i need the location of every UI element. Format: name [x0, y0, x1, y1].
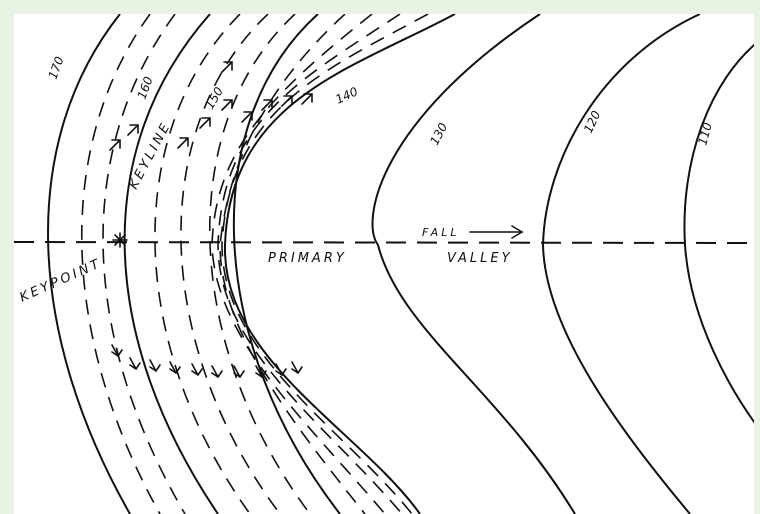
primary-valley-line: [14, 241, 754, 244]
contour-150: [232, 14, 341, 514]
contour-120: [541, 14, 701, 514]
contour-label-160: 160: [135, 74, 156, 101]
primary-label: PRIMARY: [268, 251, 347, 266]
keypoint-label: KEYPOINT: [18, 256, 105, 306]
contour-140: [223, 14, 456, 514]
valley-label: VALLEY: [447, 251, 513, 266]
contour-160: [123, 14, 219, 514]
contour-130: [371, 14, 576, 514]
flow-arrows-upper: [109, 61, 313, 151]
fall-arrow-icon: [469, 225, 524, 239]
contour-label-130: 130: [427, 120, 450, 147]
keypoint-star-icon: [112, 232, 128, 248]
top-margin: [0, 0, 760, 14]
flow-arrows-lower: [111, 344, 303, 379]
contour-label-150: 150: [202, 84, 226, 111]
contour-label-170: 170: [46, 54, 67, 81]
contour-110: [683, 43, 754, 424]
contour-label-140: 140: [333, 84, 360, 107]
contour-label-110: 110: [695, 121, 715, 147]
contour-label-120: 120: [581, 108, 604, 135]
fall-label: FALL: [422, 226, 459, 239]
keyline-diagram: 170 160 150 140 130 120 110 KEYPOINT KEY…: [14, 14, 754, 514]
cultivation-dashes: [81, 14, 429, 514]
diagram-canvas: 170 160 150 140 130 120 110 KEYPOINT KEY…: [14, 14, 754, 514]
